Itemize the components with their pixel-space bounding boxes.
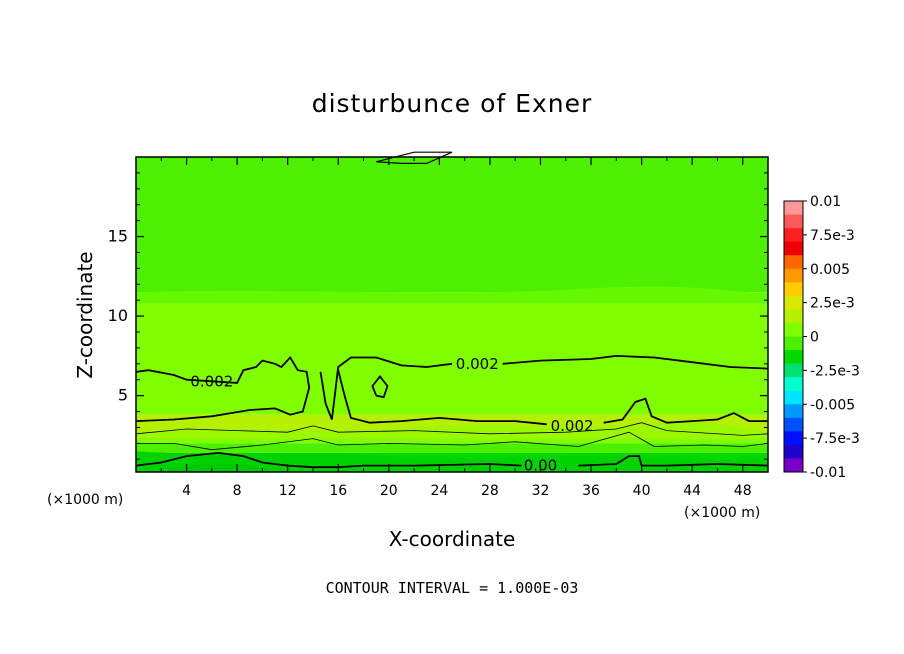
x-axis-ticks: 4 8 12 16 20 24 28 32 36 40 44 48 xyxy=(160,157,769,499)
x-tick-label: 36 xyxy=(582,483,600,499)
contour-0.002-mid-b xyxy=(502,354,769,370)
x-tick-label: 48 xyxy=(734,483,752,499)
colorbar-label: -7.5e-3 xyxy=(810,431,860,447)
colorbar-label: 0.005 xyxy=(810,262,850,278)
colorbar: 0.01 7.5e-3 0.005 2.5e-3 0 -2.5e-3 -0.005 -7.5e… xyxy=(783,194,860,481)
colorbar-label: -0.005 xyxy=(810,397,855,413)
colorbar-swatch xyxy=(784,363,803,378)
x-tick-label: 32 xyxy=(532,483,550,499)
x-tick-label: 12 xyxy=(279,483,297,499)
colorbar-label: 2.5e-3 xyxy=(810,296,855,312)
colorbar-swatch xyxy=(784,377,803,391)
x-unit-note-left: (×1000 m) xyxy=(47,492,123,508)
chart-title: disturbunce of Exner xyxy=(312,89,593,118)
x-unit-note-right: (×1000 m) xyxy=(684,505,760,521)
field-low-pocket xyxy=(161,463,276,472)
colorbar-swatch xyxy=(784,282,803,297)
field-band-5 xyxy=(136,452,768,463)
y-tick-label: 10 xyxy=(108,306,128,325)
x-tick-label: 44 xyxy=(683,483,701,499)
colorbar-swatch xyxy=(784,214,803,229)
colorbar-swatch xyxy=(784,417,803,432)
colorbar-swatch xyxy=(784,350,803,364)
contour-thin-2 xyxy=(135,422,769,436)
y-tick-label: 15 xyxy=(108,227,128,246)
field-band-4 xyxy=(136,443,768,453)
field-band-0 xyxy=(136,157,768,293)
colorbar-label: 0.01 xyxy=(810,194,841,210)
field-band-1 xyxy=(136,292,768,415)
contour-0.00-right xyxy=(578,455,769,467)
x-tick-label: 24 xyxy=(430,483,448,499)
colorbar-label: -2.5e-3 xyxy=(810,363,860,379)
y-tick-label: 5 xyxy=(118,386,128,405)
contour-lines xyxy=(135,151,769,469)
field-fill xyxy=(136,157,768,472)
colorbar-swatch xyxy=(784,309,803,324)
colorbar-label: 7.5e-3 xyxy=(810,228,855,244)
colorbar-swatch xyxy=(784,404,803,419)
x-tick-label: 28 xyxy=(481,483,499,499)
contour-thin-1 xyxy=(136,431,769,451)
colorbar-swatch xyxy=(784,241,803,256)
contour-label-2: 0.002 xyxy=(551,417,594,435)
x-tick-label: 4 xyxy=(182,483,191,499)
plot-frame xyxy=(135,156,769,473)
contour-0.002-left xyxy=(135,356,311,422)
colorbar-label: 0 xyxy=(810,330,819,346)
colorbar-swatch xyxy=(784,444,803,459)
colorbar-swatch xyxy=(784,458,803,473)
x-tick-label: 16 xyxy=(329,483,347,499)
contour-0.002-mid-a xyxy=(319,356,453,420)
x-tick-label: 20 xyxy=(380,483,398,499)
colorbar-swatch xyxy=(784,255,803,270)
x-tick-label: 8 xyxy=(233,483,242,499)
colorbar-swatch xyxy=(784,336,803,351)
contour-0.002-island xyxy=(371,375,389,399)
contour-0.002-lower-b xyxy=(603,397,768,424)
colorbar-swatch xyxy=(784,201,803,215)
colorbar-swatch xyxy=(784,268,803,283)
colorbar-swatch xyxy=(784,228,803,242)
contour-label-0: 0.002 xyxy=(190,372,233,390)
contour-label-1: 0.002 xyxy=(456,355,499,373)
colorbar-swatch xyxy=(784,322,803,337)
field-transition xyxy=(136,286,768,304)
x-tick-label: 40 xyxy=(633,483,651,499)
contour-0.002-lower-a xyxy=(337,369,547,426)
contour-interval-note: CONTOUR INTERVAL = 1.000E-03 xyxy=(326,579,579,597)
colorbar-swatch xyxy=(784,295,803,310)
y-axis-label: Z-coordinate xyxy=(73,251,97,378)
field-mid-band xyxy=(136,422,768,439)
colorbar-swatch xyxy=(784,390,803,405)
colorbar-swatch xyxy=(784,431,803,446)
colorbar-label: -0.01 xyxy=(810,465,846,481)
x-axis-label: X-coordinate xyxy=(389,527,516,551)
y-axis-ticks: 5 10 15 xyxy=(108,172,768,460)
